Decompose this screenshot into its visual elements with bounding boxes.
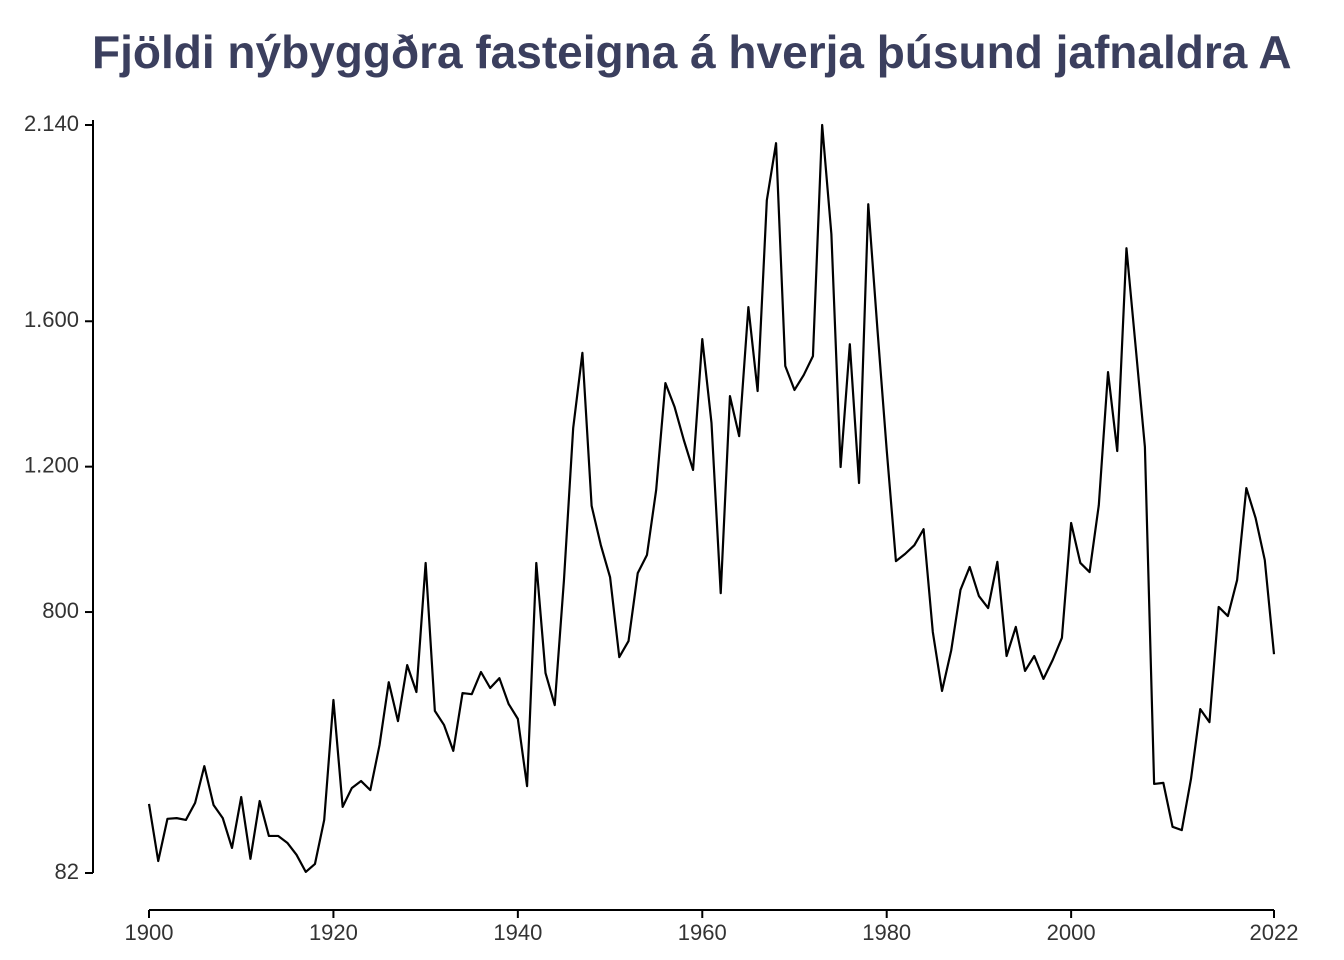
y-tick-label: 2.140 bbox=[24, 111, 79, 136]
x-tick-label: 1940 bbox=[493, 920, 542, 945]
x-tick-label: 1980 bbox=[862, 920, 911, 945]
x-tick-label: 1900 bbox=[125, 920, 174, 945]
x-tick-label: 2022 bbox=[1250, 920, 1299, 945]
x-tick-label: 1920 bbox=[309, 920, 358, 945]
x-tick-label: 2000 bbox=[1047, 920, 1096, 945]
data-line bbox=[147, 123, 1276, 874]
y-tick-label: 800 bbox=[42, 598, 79, 623]
y-tick-label: 82 bbox=[55, 859, 79, 884]
chart-title: Fjöldi nýbyggðra fasteigna á hverja þúsu… bbox=[92, 26, 1292, 78]
x-tick-label: 1960 bbox=[678, 920, 727, 945]
y-tick-label: 1.600 bbox=[24, 307, 79, 332]
y-tick-label: 1.200 bbox=[24, 452, 79, 477]
